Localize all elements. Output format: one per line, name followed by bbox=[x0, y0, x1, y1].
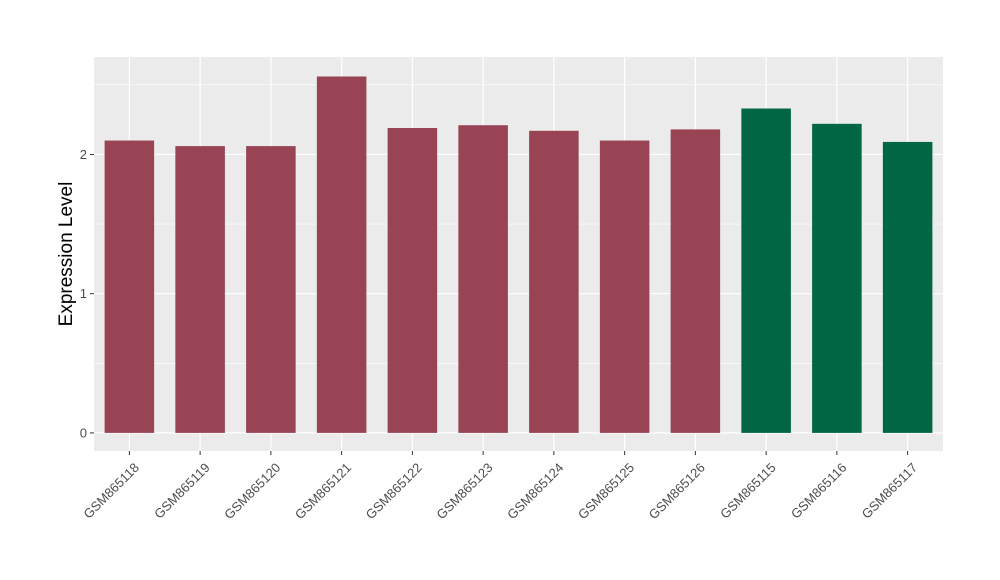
x-tick-label: GSM865117 bbox=[859, 460, 921, 522]
x-axis: GSM865118 GSM865119 GSM865120 GSM865121 GSM8… bbox=[80, 451, 920, 522]
x-tick-label: GSM865124 bbox=[504, 460, 566, 522]
bar-GSM865119 bbox=[175, 146, 225, 433]
bar-GSM865124 bbox=[529, 130, 579, 433]
y-tick-label: 2 bbox=[80, 147, 87, 162]
x-tick-label: GSM865125 bbox=[575, 460, 637, 522]
bar-GSM865121 bbox=[316, 76, 367, 433]
x-tick-label: GSM865122 bbox=[363, 460, 425, 522]
bar-GSM865118 bbox=[104, 140, 155, 433]
x-tick-label: GSM865123 bbox=[433, 460, 495, 522]
bar-GSM865117 bbox=[882, 141, 933, 433]
x-tick-label: GSM865126 bbox=[646, 460, 708, 522]
x-tick-label: GSM865119 bbox=[151, 460, 213, 522]
x-tick-label: GSM865116 bbox=[788, 460, 850, 522]
bar-GSM865125 bbox=[599, 140, 650, 433]
bar-GSM865115 bbox=[741, 108, 791, 433]
plot-panel bbox=[94, 57, 943, 451]
x-tick-label: GSM865120 bbox=[221, 460, 283, 522]
x-tick-label: GSM865121 bbox=[292, 460, 354, 522]
y-axis: 0 1 2 bbox=[80, 147, 94, 440]
y-tick-label: 0 bbox=[80, 425, 87, 440]
bars bbox=[104, 76, 933, 433]
x-tick-label: GSM865115 bbox=[717, 460, 779, 522]
bar-GSM865122 bbox=[387, 128, 438, 433]
bar-GSM865123 bbox=[458, 125, 508, 433]
y-tick-label: 1 bbox=[80, 286, 87, 301]
y-axis-title: Expression Level bbox=[56, 182, 77, 327]
x-tick-label: GSM865118 bbox=[80, 460, 142, 522]
minor-gridlines bbox=[94, 84, 943, 364]
bar-GSM865126 bbox=[670, 129, 721, 433]
bar-GSM865120 bbox=[246, 146, 296, 433]
bar-GSM865116 bbox=[812, 123, 862, 433]
